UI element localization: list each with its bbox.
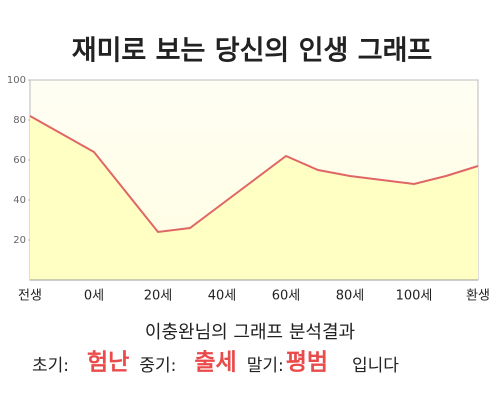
y-tick-label: 20 (13, 235, 26, 246)
y-tick-label: 100 (7, 75, 26, 86)
line (29, 115, 479, 234)
y-tick-label: 60 (13, 155, 26, 166)
area (30, 116, 478, 280)
result-label: 중기: (139, 356, 176, 376)
analysis-result: 초기: 험난 중기: 출세 말기: 평범 입니다 (32, 350, 399, 377)
x-tick-label: 60세 (272, 289, 301, 304)
y-tick-label: 40 (13, 195, 26, 206)
x-tick-label: 20세 (144, 289, 173, 304)
x-tick-label: 80세 (336, 289, 365, 304)
x-tick-label: 100세 (396, 289, 433, 304)
result-label: 초기: (32, 356, 69, 376)
result-value: 험난 (87, 350, 129, 376)
result-suffix: 입니다 (352, 356, 399, 376)
analysis-title: 이충완님의 그래프 분석결과 (145, 322, 355, 343)
y-tick-label: 80 (13, 115, 26, 126)
x-tick-label: 0세 (84, 289, 104, 304)
result-value: 평범 (286, 350, 328, 376)
x-tick-label: 전생 (18, 289, 42, 304)
chart-title: 재미로 보는 당신의 인생 그래프 (72, 36, 433, 67)
x-tick-label: 환생 (466, 289, 490, 304)
x-tick-label: 40세 (208, 289, 237, 304)
result-value: 출세 (194, 350, 236, 376)
result-label: 말기: (247, 356, 284, 376)
